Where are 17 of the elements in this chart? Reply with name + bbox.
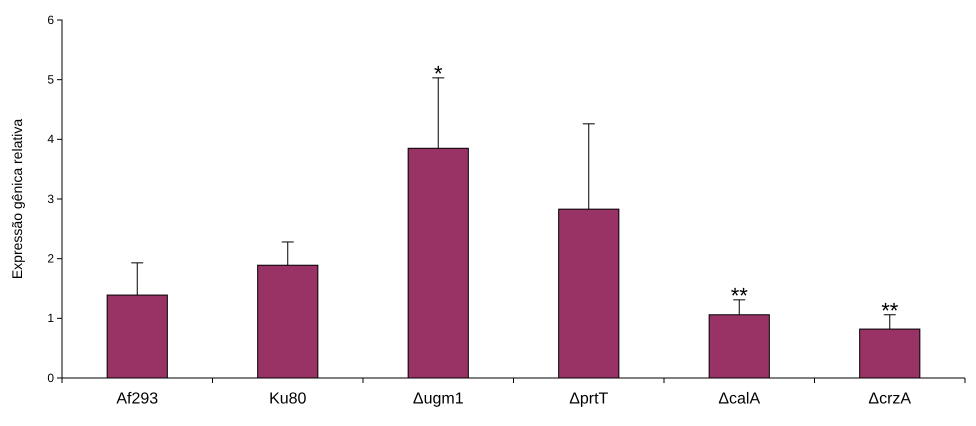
y-tick-label: 3 bbox=[47, 192, 54, 206]
x-tick-label: Δugm1 bbox=[412, 390, 464, 408]
y-tick-label: 4 bbox=[47, 132, 54, 146]
annotation: * bbox=[434, 60, 443, 86]
y-tick-label: 6 bbox=[47, 12, 54, 27]
x-tick-label: Af293 bbox=[116, 390, 158, 408]
x-tick-label: ΔprtT bbox=[569, 390, 609, 408]
y-tick-label: 0 bbox=[47, 370, 54, 385]
x-tick-label: ΔcalA bbox=[718, 390, 760, 408]
annotation: ** bbox=[881, 298, 899, 323]
y-tick-label: 2 bbox=[47, 252, 54, 266]
x-tick-label: Ku80 bbox=[269, 390, 307, 408]
x-tick-label: ΔcrzA bbox=[868, 390, 912, 408]
y-tick-label: 1 bbox=[47, 311, 54, 326]
annotation: ** bbox=[730, 282, 748, 308]
y-axis-title: Expressão gênica relativa bbox=[9, 118, 25, 280]
y-tick-label: 5 bbox=[47, 72, 54, 87]
